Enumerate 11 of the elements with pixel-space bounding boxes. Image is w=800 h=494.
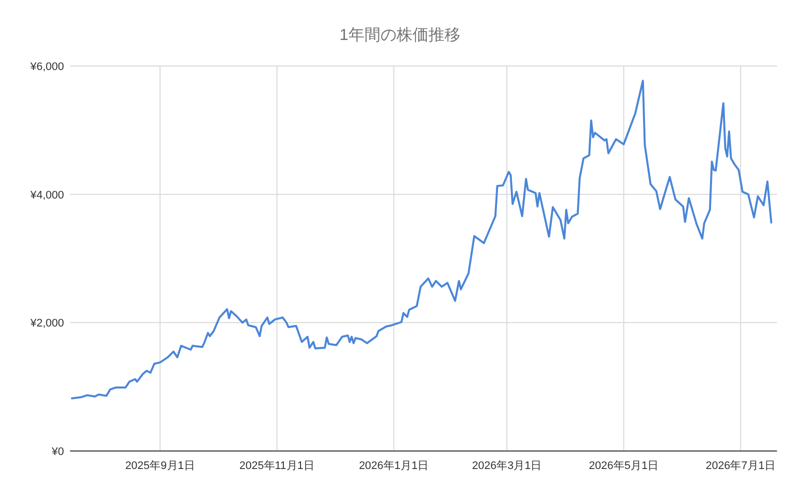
x-tick-label: 2025年9月1日 bbox=[125, 460, 195, 472]
x-tick-label: 2026年1月1日 bbox=[358, 460, 429, 472]
chart-title: 1年間の株価推移 bbox=[340, 26, 460, 44]
y-tick-label: ¥6,000 bbox=[29, 61, 64, 73]
x-tick-label: 2025年11月1日 bbox=[239, 460, 314, 472]
x-tick-label: 2026年5月1日 bbox=[588, 460, 659, 472]
x-tick-label: 2026年7月1日 bbox=[706, 460, 776, 472]
x-tick-label: 2026年3月1日 bbox=[472, 460, 542, 472]
y-tick-label: ¥2,000 bbox=[29, 318, 64, 330]
y-tick-label: ¥4,000 bbox=[29, 189, 64, 202]
y-tick-label: ¥0 bbox=[50, 446, 64, 458]
